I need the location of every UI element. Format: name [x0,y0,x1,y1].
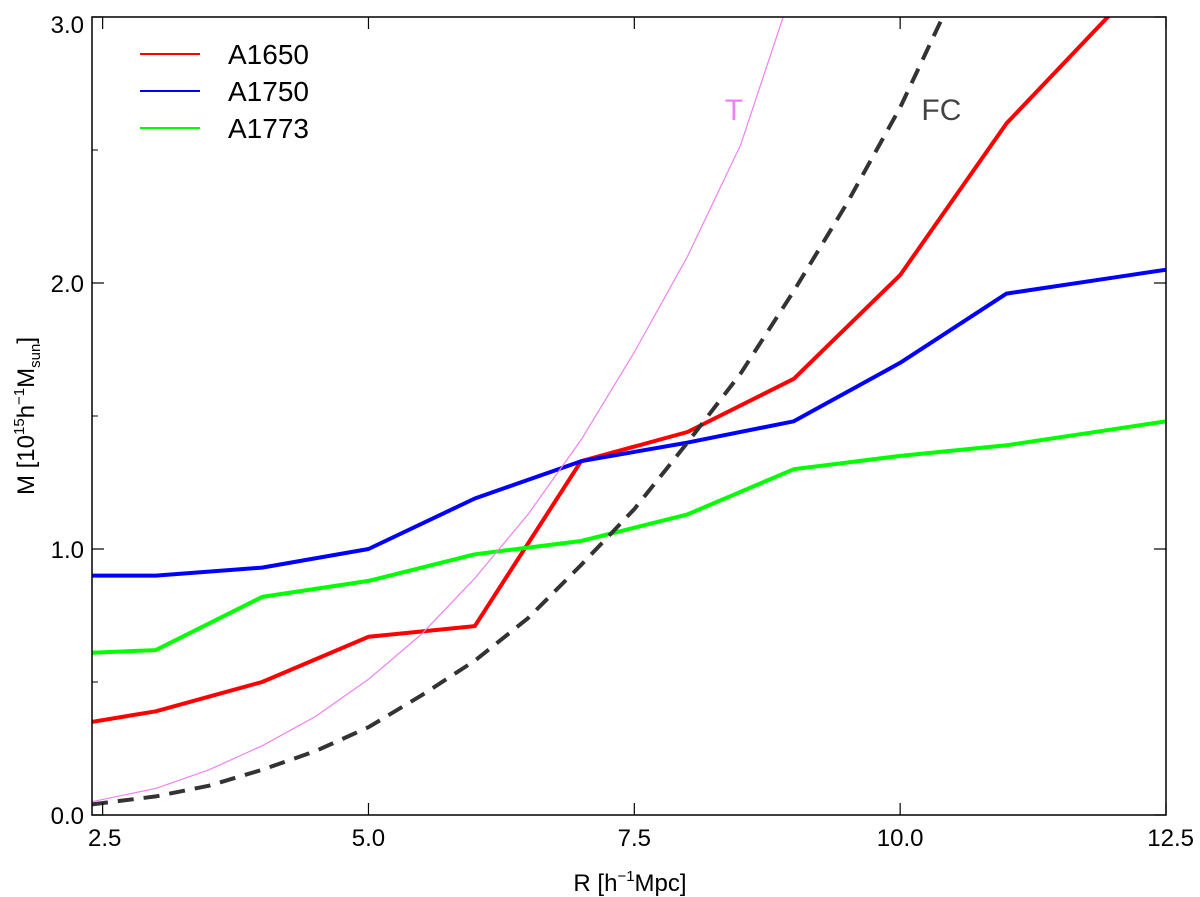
curve-annotation-fc: FC [921,94,961,127]
plot-frame [91,16,1167,816]
x-tick-label: 5.0 [352,825,385,852]
x-tick-label: 12.5 [1147,825,1194,852]
ticks-group: 2.5 5.0 7.5 10.0 12.5 0.0 1.0 2.0 3.0 [51,12,1194,852]
legend: A1650 A1750 A1773 [140,39,309,144]
series-line-a1773 [92,419,1166,655]
y-tick-label: 2.0 [51,271,84,298]
series-line-fc [92,17,945,807]
legend-label-a1773: A1773 [228,113,309,144]
x-tick-label: 7.5 [618,825,651,852]
y-axis-label: M [1015h−1Msun] [11,337,44,495]
y-tick-label: 0.0 [51,803,84,830]
legend-label-a1750: A1750 [228,76,309,107]
curve-annotation-t: T [725,94,743,127]
y-tick-label: 3.0 [51,12,84,39]
series-line-t [92,17,784,803]
legend-label-a1650: A1650 [228,39,309,70]
series-line-a1750 [92,267,1166,578]
x-axis-label: R [h−1Mpc] [573,868,686,897]
annotations-group: T FC [725,94,962,127]
curves-group [92,17,1166,807]
x-tick-label: 2.5 [88,825,121,852]
x-tick-label: 10.0 [877,825,924,852]
y-tick-label: 1.0 [51,537,84,564]
